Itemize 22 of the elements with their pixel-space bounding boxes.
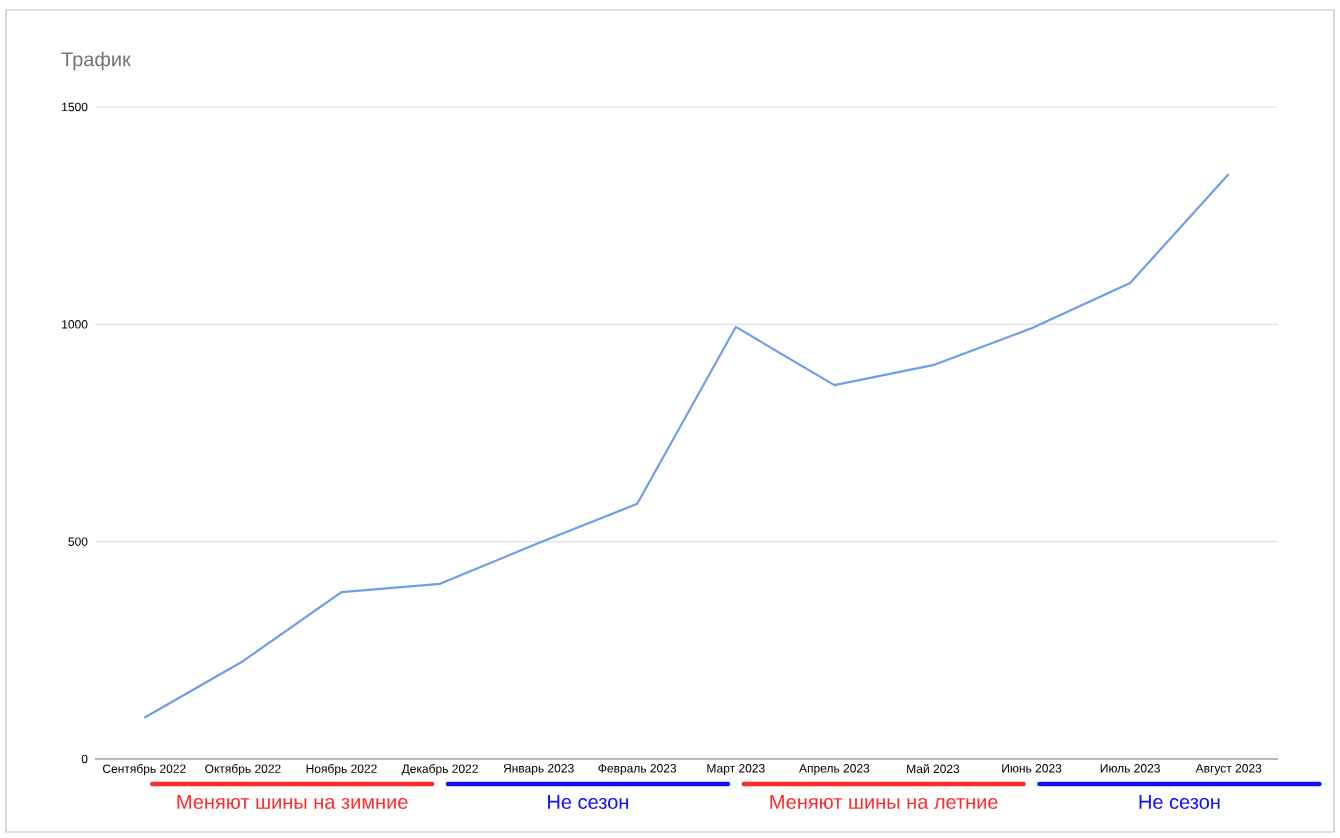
x-tick-label: Ноябрь 2022 bbox=[306, 764, 377, 776]
x-tick-label: Октябрь 2022 bbox=[205, 764, 281, 776]
x-tick-label: Апрель 2023 bbox=[799, 764, 870, 775]
x-tick-label: Май 2023 bbox=[907, 764, 960, 774]
y-tick-label: 1500 bbox=[62, 102, 88, 112]
x-tick-label: Август 2023 bbox=[1195, 764, 1262, 775]
x-tick-label: Январь 2023 bbox=[503, 764, 574, 775]
chart-title: Трафик bbox=[61, 51, 131, 71]
x-tick-label: Март 2023 bbox=[707, 764, 765, 775]
y-tick-label: 500 bbox=[68, 537, 88, 546]
text: Меняют шины на зимние bbox=[177, 795, 408, 809]
text: Не сезон bbox=[1139, 795, 1220, 809]
x-tick-label: Июль 2023 bbox=[1100, 764, 1160, 773]
x-tick-label: Июнь 2023 bbox=[1002, 764, 1062, 773]
text: Не сезон bbox=[548, 795, 628, 809]
x-tick-label: Декабрь 2022 bbox=[401, 764, 478, 776]
line-series bbox=[143, 172, 1230, 719]
text: Меняют шины на летние bbox=[770, 795, 998, 809]
y-tick-label: 0 bbox=[81, 754, 88, 764]
x-tick-label: Сентябрь 2022 bbox=[103, 764, 186, 776]
y-tick-label: 1000 bbox=[62, 320, 88, 329]
x-tick-label: Февраль 2023 bbox=[598, 764, 677, 775]
